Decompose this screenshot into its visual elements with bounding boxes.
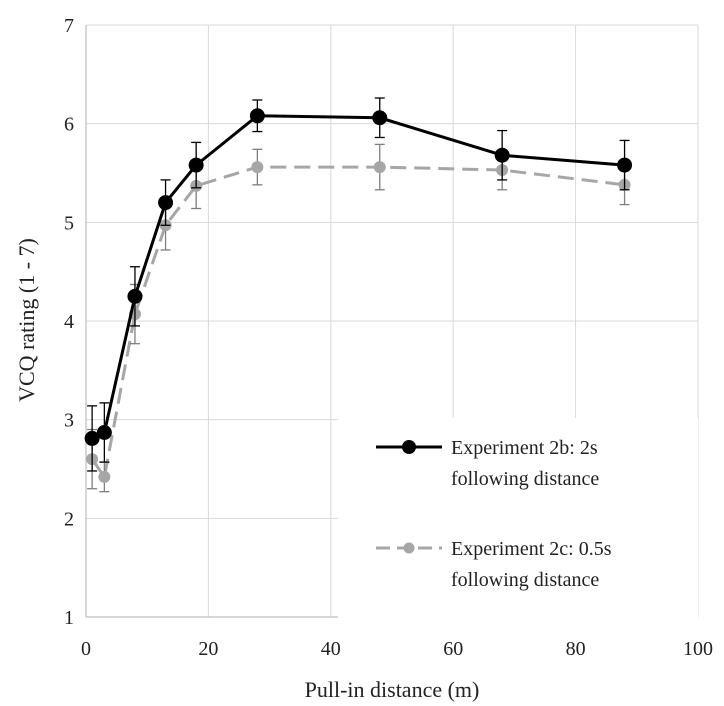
y-tick-label: 1 xyxy=(64,607,74,629)
y-axis-title: VCQ rating (1 - 7) xyxy=(14,238,39,402)
data-point xyxy=(98,470,111,483)
x-tick-label: 80 xyxy=(566,638,586,660)
data-point xyxy=(494,147,510,163)
legend-marker-series-2 xyxy=(403,542,415,554)
data-point xyxy=(249,108,265,124)
data-point xyxy=(372,110,388,126)
y-tick-label: 6 xyxy=(64,114,74,136)
series-layer xyxy=(84,97,633,493)
data-point xyxy=(158,195,174,211)
legend-entry-1: Experiment 2b: 2s following distance xyxy=(376,437,599,490)
x-tick-label: 40 xyxy=(321,638,341,660)
legend-label-series-1-line2: following distance xyxy=(451,468,599,490)
series-1 xyxy=(84,97,633,472)
legend-box xyxy=(338,418,698,618)
y-tick-label: 4 xyxy=(64,311,74,333)
legend-label-series-2-line1: Experiment 2c: 0.5s xyxy=(451,538,612,560)
y-tick-label: 3 xyxy=(64,410,74,432)
data-point xyxy=(617,157,633,173)
data-point xyxy=(188,157,204,173)
data-point xyxy=(84,430,100,446)
series-2-line xyxy=(90,165,625,479)
y-tick-label: 7 xyxy=(64,15,74,37)
x-tick-label: 20 xyxy=(198,638,218,660)
legend-label-series-1-line1: Experiment 2b: 2s xyxy=(451,437,598,459)
x-tick-label: 100 xyxy=(683,638,713,660)
data-point xyxy=(251,161,264,174)
data-point xyxy=(96,424,112,440)
series-1-line xyxy=(91,114,625,440)
legend-label-series-2-line2: following distance xyxy=(451,569,599,591)
data-point xyxy=(373,161,386,174)
legend-marker-series-1 xyxy=(402,440,416,454)
x-tick-label: 0 xyxy=(81,638,91,660)
legend-entry-2: Experiment 2c: 0.5s following distance xyxy=(376,538,612,591)
y-tick-label: 2 xyxy=(64,508,74,530)
data-point xyxy=(127,288,143,304)
y-tick-label: 5 xyxy=(64,212,74,234)
x-axis-title: Pull-in distance (m) xyxy=(305,677,480,702)
x-tick-label: 60 xyxy=(443,638,463,660)
